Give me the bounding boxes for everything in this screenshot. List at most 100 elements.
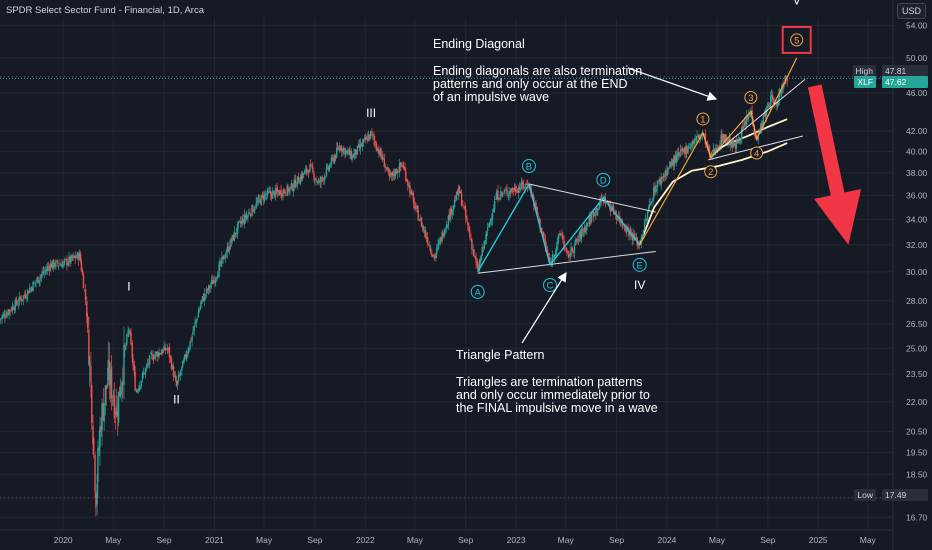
candle-body <box>262 195 264 200</box>
candle-body <box>231 235 233 242</box>
candle-body <box>593 211 595 217</box>
candle-body <box>173 375 176 377</box>
candle-body <box>563 240 565 247</box>
candle-body <box>668 166 671 168</box>
candle-body <box>159 353 161 355</box>
candle-body <box>345 150 347 154</box>
candle-body <box>514 186 517 192</box>
candle-body <box>385 167 388 169</box>
candle-body <box>436 247 438 254</box>
candle-body <box>557 234 560 239</box>
candle-body <box>443 234 445 237</box>
candle-body <box>200 300 202 305</box>
candle-body <box>18 296 21 303</box>
candle-body <box>641 236 644 238</box>
candle-body <box>183 359 185 363</box>
candle-body <box>542 232 545 238</box>
candle-body <box>212 280 215 283</box>
candle-body <box>230 241 233 243</box>
candle-body <box>413 198 415 209</box>
candle-body <box>741 127 743 140</box>
candle-body <box>59 264 61 266</box>
candle-body <box>420 217 423 227</box>
candle-body <box>105 385 107 390</box>
candle-body <box>662 176 664 178</box>
candle-body <box>203 293 206 301</box>
triangle-wave-label: B <box>526 162 532 173</box>
candle-body <box>431 252 433 256</box>
x-tick-label: 2022 <box>356 535 375 545</box>
x-tick-label: 2024 <box>657 535 676 545</box>
candle-body <box>758 129 760 131</box>
candle-body <box>551 254 554 263</box>
candle-body <box>478 263 481 271</box>
candle-body <box>777 103 779 107</box>
candle-body <box>257 198 259 203</box>
currency-badge[interactable]: USD <box>896 3 926 19</box>
candle-body <box>148 362 150 364</box>
candle-body <box>600 197 602 201</box>
candle-body <box>617 218 619 220</box>
chart-title[interactable]: SPDR Select Sector Fund - Financial, 1D,… <box>6 5 204 16</box>
candle-body <box>60 264 62 266</box>
candle-body <box>195 319 197 323</box>
candle-body <box>26 289 29 297</box>
candle-body <box>260 195 262 205</box>
candle-body <box>460 192 462 194</box>
candle-body <box>123 345 125 386</box>
candle-body <box>317 181 319 183</box>
triangle-wave-label: C <box>547 280 554 291</box>
candle-body <box>225 253 227 257</box>
candles <box>0 74 788 517</box>
candle-body <box>22 295 25 300</box>
candle-body <box>449 208 452 221</box>
wave-label-circle <box>790 33 804 47</box>
candle-body <box>511 188 514 191</box>
candle-body <box>314 179 316 181</box>
candle-body <box>549 262 552 264</box>
candle-body <box>216 277 218 280</box>
candle-body <box>124 346 126 351</box>
candle-body <box>312 167 314 172</box>
candle-body <box>78 252 81 260</box>
candle-body <box>400 164 403 166</box>
candle-body <box>226 247 228 254</box>
candle-body <box>82 275 85 289</box>
candle-body <box>347 149 349 151</box>
candle-body <box>95 492 97 508</box>
candle-body <box>491 213 494 220</box>
candle-body <box>665 170 667 176</box>
candle-body <box>674 155 677 162</box>
candle-body <box>86 316 89 328</box>
candle-body <box>398 171 400 173</box>
candle-body <box>414 206 417 209</box>
candle-body <box>655 189 657 193</box>
candle-body <box>394 169 397 177</box>
candle-body <box>567 251 569 254</box>
candle-body <box>295 185 297 187</box>
candle-body <box>285 194 287 196</box>
candle-body <box>743 125 745 128</box>
candle-body <box>91 385 93 423</box>
y-tick-label: 18.50 <box>906 469 928 479</box>
candle-body <box>561 234 563 236</box>
candle-body <box>703 133 706 135</box>
candle-body <box>8 309 10 315</box>
candle-body <box>390 172 393 176</box>
candle-body <box>278 191 280 196</box>
candle-body <box>150 353 153 355</box>
degree-wave-label: IV <box>634 278 645 292</box>
candle-body <box>14 299 16 310</box>
candle-body <box>303 170 306 175</box>
candle-body <box>391 171 394 177</box>
candle-body <box>454 200 457 202</box>
candle-body <box>377 149 379 151</box>
candle-body <box>677 153 679 157</box>
candle-body <box>294 179 297 188</box>
candle-body <box>47 266 50 268</box>
candle-body <box>361 142 364 147</box>
candle-body <box>170 358 173 369</box>
candle-body <box>289 186 291 190</box>
candle-body <box>382 157 384 160</box>
